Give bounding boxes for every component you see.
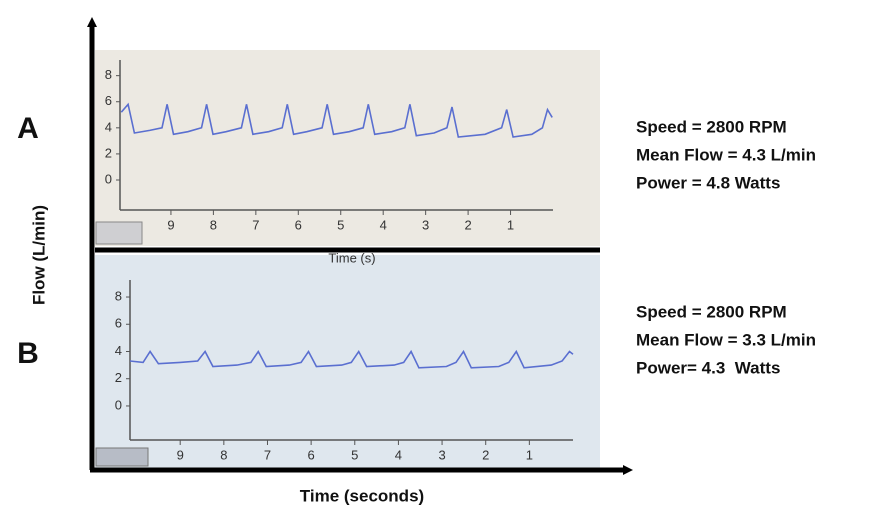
info-line: Mean Flow = 4.3 L/min <box>636 145 816 164</box>
x-tick-label: 1 <box>507 217 514 232</box>
info-line: Speed = 2800 RPM <box>636 117 787 136</box>
y-tick-label: 6 <box>105 93 112 108</box>
info-line: Power = 4.8 Watts <box>636 173 780 192</box>
x-tick-label: 2 <box>482 447 489 462</box>
screen-photo-b <box>95 255 600 468</box>
screen-artifact <box>95 221 143 245</box>
y-tick-label: 2 <box>115 370 122 385</box>
flow-trace <box>120 102 553 138</box>
outer-x-label: Time (seconds) <box>300 486 424 505</box>
x-tick-label: 8 <box>210 217 217 232</box>
outer-y-label: Flow (L/min) <box>29 205 48 305</box>
x-axis-label: Time (s) <box>328 250 375 265</box>
info-line: Power= 4.3 Watts <box>636 358 780 377</box>
y-tick-label: 4 <box>115 343 122 358</box>
panel-label: A <box>17 112 39 145</box>
x-tick-label: 4 <box>395 447 402 462</box>
info-line: Mean Flow = 3.3 L/min <box>636 330 816 349</box>
y-tick-label: 4 <box>105 119 112 134</box>
x-tick-label: 2 <box>464 217 471 232</box>
panel-label: B <box>17 337 39 370</box>
info-line: Speed = 2800 RPM <box>636 302 787 321</box>
x-tick-label: 5 <box>351 447 358 462</box>
x-tick-label: 3 <box>438 447 445 462</box>
y-tick-label: 8 <box>105 67 112 82</box>
x-tick-label: 9 <box>167 217 174 232</box>
y-tick-label: 0 <box>115 397 122 412</box>
x-tick-label: 7 <box>264 447 271 462</box>
y-tick-label: 6 <box>115 316 122 331</box>
y-tick-label: 0 <box>105 171 112 186</box>
screen-artifact <box>95 447 149 467</box>
y-tick-label: 2 <box>105 145 112 160</box>
x-tick-label: 4 <box>380 217 387 232</box>
flow-trace <box>129 349 574 369</box>
y-tick-label: 8 <box>115 288 122 303</box>
x-tick-label: 6 <box>295 217 302 232</box>
x-tick-label: 3 <box>422 217 429 232</box>
x-tick-label: 5 <box>337 217 344 232</box>
x-tick-label: 9 <box>177 447 184 462</box>
x-tick-label: 6 <box>308 447 315 462</box>
x-tick-label: 7 <box>252 217 259 232</box>
x-tick-label: 8 <box>220 447 227 462</box>
x-tick-label: 1 <box>526 447 533 462</box>
screen-photo-a <box>95 50 600 246</box>
